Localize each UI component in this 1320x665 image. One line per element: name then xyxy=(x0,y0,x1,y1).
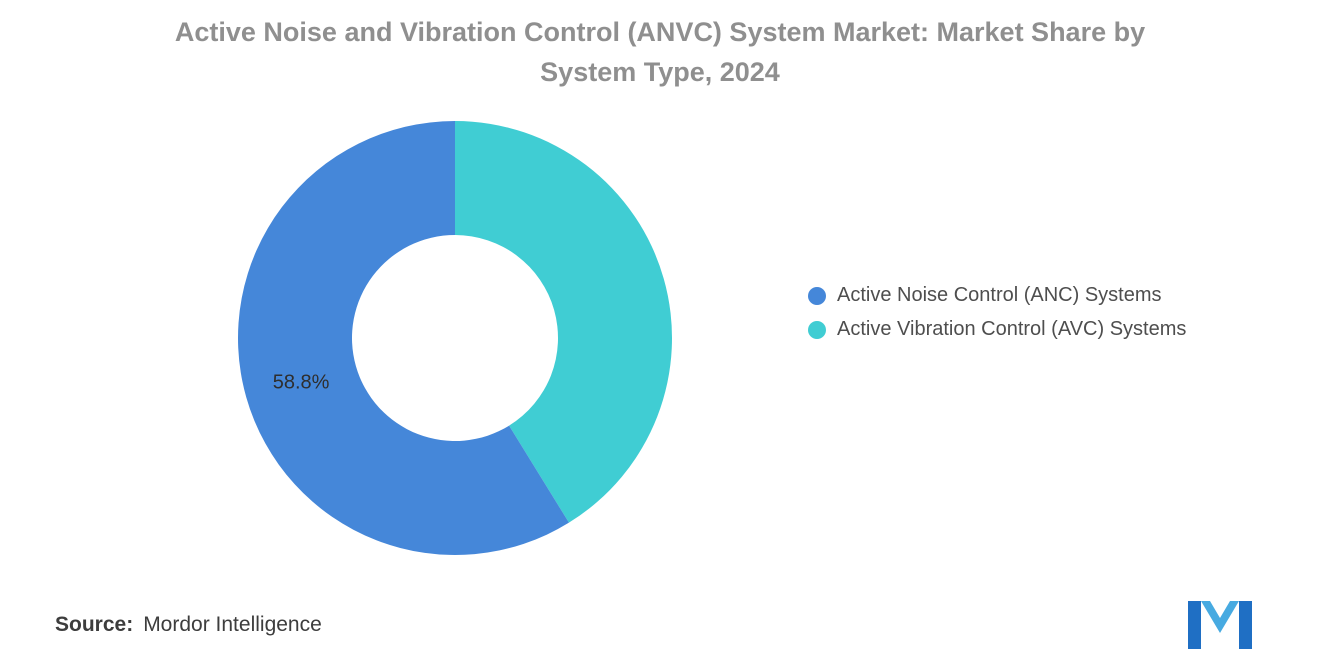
legend-label-avc: Active Vibration Control (AVC) Systems xyxy=(837,318,1187,340)
logo-right-bar xyxy=(1239,601,1252,649)
legend-marker-anc xyxy=(808,286,826,305)
logo-left-bar xyxy=(1188,601,1201,649)
mordor-intelligence-logo xyxy=(1188,601,1252,649)
legend-item-anc[interactable]: Active Noise Control (ANC) Systems xyxy=(808,284,1186,307)
donut-chart: 58.8% xyxy=(235,118,675,558)
legend-marker-avc xyxy=(808,320,826,339)
donut-slice-anc[interactable] xyxy=(238,121,569,555)
source-text: Mordor Intelligence xyxy=(143,613,322,636)
logo-chevron xyxy=(1201,601,1239,633)
chart-title: Active Noise and Vibration Control (ANVC… xyxy=(174,17,1146,87)
source-prefix: Source: xyxy=(55,613,134,636)
slice-label: 58.8% xyxy=(273,372,330,394)
donut-svg: 58.8% xyxy=(238,121,672,555)
legend-item-avc[interactable]: Active Vibration Control (AVC) Systems xyxy=(808,318,1186,341)
legend: Active Noise Control (ANC) Systems Activ… xyxy=(808,284,1186,341)
donut-slice-avc[interactable] xyxy=(455,121,672,523)
legend-label-anc: Active Noise Control (ANC) Systems xyxy=(837,284,1162,306)
source-line: Source: Mordor Intelligence xyxy=(55,613,322,637)
